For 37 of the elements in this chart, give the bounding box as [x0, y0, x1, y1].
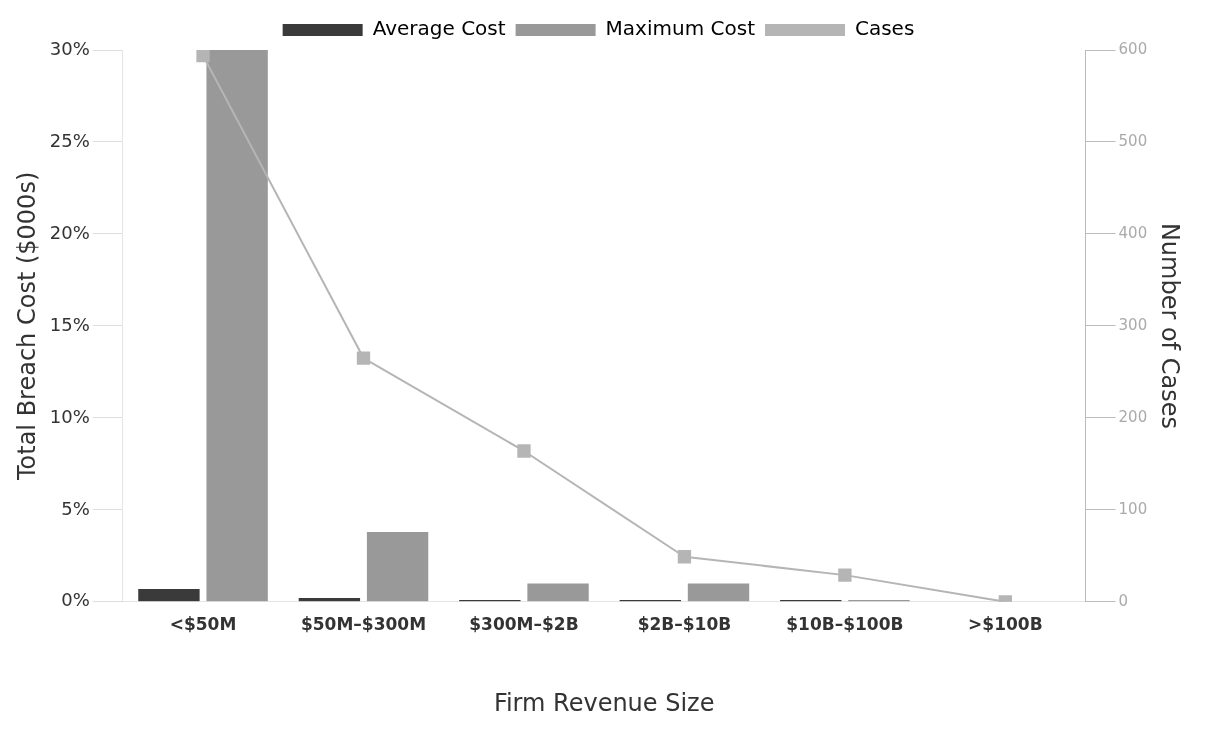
y-tick-label: 15% — [49, 313, 90, 335]
y2-axis-title: Number of Cases — [1156, 222, 1185, 429]
bar — [687, 583, 750, 602]
point — [356, 351, 371, 365]
y2-tick-label: 500 — [1118, 131, 1148, 150]
y2-tick-label: 200 — [1118, 407, 1148, 426]
y-axis-title: Total Breach Cost ($000s) — [12, 171, 41, 482]
bar — [366, 531, 429, 602]
x-tick-label: $10B–$100B — [786, 614, 904, 635]
bar — [527, 583, 589, 602]
x-axis-title: Firm Revenue Size — [493, 688, 715, 717]
bar — [206, 50, 268, 602]
y-tick-label: 20% — [49, 221, 90, 243]
point — [838, 568, 852, 582]
x-tick-label: $2B–$10B — [637, 614, 732, 635]
y2-tick-label: 400 — [1118, 223, 1148, 242]
y-tick-label: 30% — [49, 37, 90, 59]
point — [196, 50, 210, 63]
bar — [138, 588, 200, 602]
legend-label: Average Cost — [372, 16, 506, 41]
y2-tick-label: 100 — [1118, 499, 1148, 518]
legend-label: Cases — [854, 16, 915, 41]
x-tick-label: >$100B — [968, 614, 1043, 635]
y2-tick-label: 0 — [1118, 591, 1129, 610]
point — [677, 550, 692, 564]
y2-tick-label: 300 — [1118, 315, 1148, 334]
point — [517, 444, 531, 458]
y-tick-label: 5% — [61, 497, 90, 519]
x-tick-label: $50M–$300M — [300, 614, 427, 635]
x-tick-label: $300M–$2B — [469, 614, 579, 635]
y-tick-label: 10% — [49, 405, 90, 427]
y-tick-label: 25% — [49, 129, 90, 151]
y-tick-label: 0% — [61, 589, 90, 611]
bar — [298, 598, 361, 602]
legend-label: Maximum Cost — [605, 16, 756, 41]
x-tick-label: <$50M — [169, 614, 237, 635]
y2-tick-label: 600 — [1118, 39, 1148, 58]
